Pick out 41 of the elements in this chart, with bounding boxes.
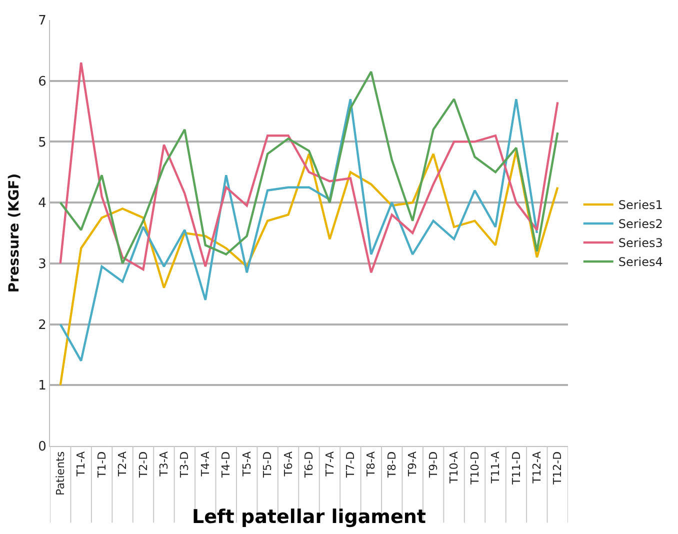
x-axis-title: Left patellar ligament — [192, 506, 426, 528]
y-tick-label: 7 — [38, 14, 46, 29]
x-tick-label: T1-A — [74, 450, 88, 478]
x-tick-label: T10-A — [448, 450, 461, 484]
y-tick-label: 1 — [38, 378, 46, 394]
line-series — [59, 98, 538, 362]
x-tick-label: T9-D — [426, 451, 440, 479]
x-tick-label: T8-A — [364, 450, 378, 478]
legend-label: Series4 — [618, 255, 663, 270]
legend-label: Series1 — [618, 198, 663, 212]
y-axis-title: Pressure (KGF) — [6, 173, 23, 293]
y-tick-label: 0 — [38, 440, 46, 455]
x-tick-label: T12-A — [530, 450, 544, 484]
legend-label: Series2 — [618, 217, 663, 232]
x-tick-label: T12-D — [551, 451, 564, 486]
x-tick-label: T5-D — [261, 451, 274, 479]
line-series — [59, 150, 559, 386]
x-tick-label: T7-A — [323, 450, 336, 478]
y-tick-label: 4 — [38, 196, 46, 212]
x-tick-label: T3-D — [178, 451, 192, 479]
x-tick-label: T9-A — [406, 450, 420, 478]
x-tick-label: T6-D — [302, 451, 316, 479]
x-tick-label: T11-A — [489, 450, 502, 484]
y-tick-label: 5 — [38, 135, 46, 150]
y-tick-label: 2 — [38, 318, 46, 333]
y-tick-label: 3 — [38, 256, 46, 272]
y-tick-label: 6 — [38, 74, 46, 90]
x-tick-label: T4-D — [220, 451, 233, 479]
x-tick-label: T11-D — [510, 451, 523, 486]
x-tick-label: T8-D — [385, 451, 398, 479]
x-tick-label: T6-A — [282, 450, 295, 478]
x-tick-label: Patients — [54, 451, 67, 496]
x-tick-label: T7-D — [344, 451, 358, 479]
x-tick-label: T2-A — [116, 450, 130, 478]
x-tick-label: T4-A — [198, 450, 212, 478]
x-tick-label: T2-D — [136, 451, 150, 479]
x-tick-label: T3-A — [158, 450, 171, 478]
legend-label: Series3 — [618, 236, 663, 250]
x-tick-label: T1-D — [95, 451, 108, 479]
x-tick-label: T10-D — [468, 451, 482, 486]
x-tick-label: T5-A — [240, 450, 254, 478]
